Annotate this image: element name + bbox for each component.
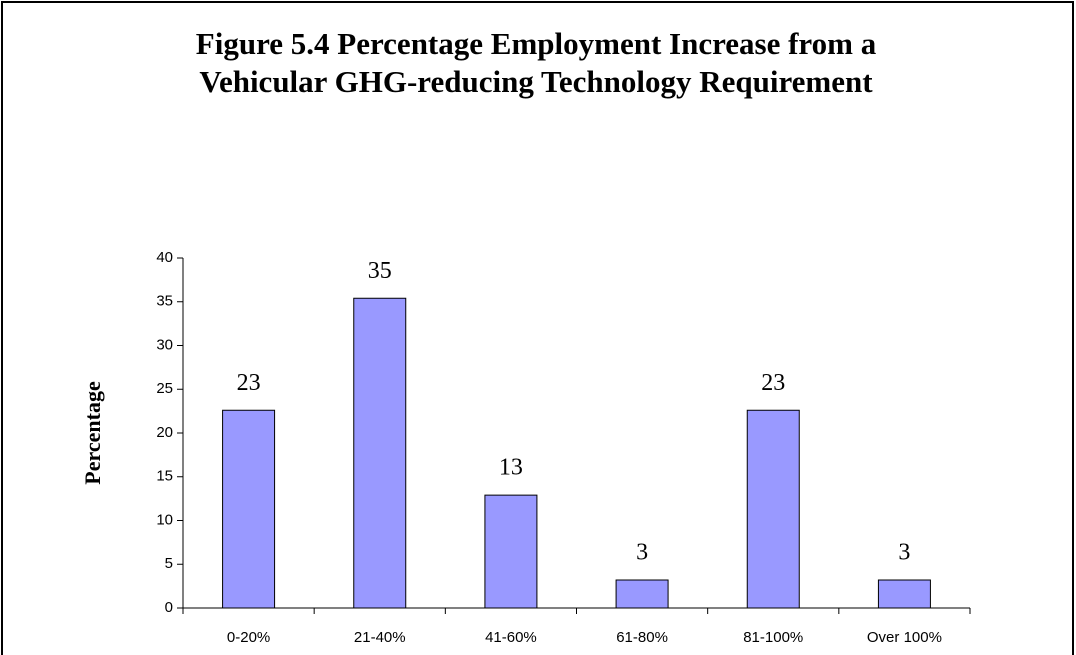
x-tick-label: 61-80% [616, 629, 668, 646]
y-tick-label: 0 [165, 599, 173, 616]
x-tick-label: 41-60% [485, 629, 537, 646]
chart-title: Vehicular GHG-reducing Technology Requir… [199, 64, 873, 99]
bar [222, 409, 276, 609]
bar [877, 579, 931, 609]
data-label: 23 [237, 370, 261, 396]
data-label: 3 [898, 540, 910, 566]
chart-title: Figure 5.4 Percentage Employment Increas… [196, 26, 877, 61]
y-axis-label: Percentage [80, 381, 105, 485]
y-tick-label: 35 [156, 293, 173, 310]
bar [746, 409, 800, 609]
y-tick-label: 10 [156, 511, 173, 528]
y-tick-label: 40 [156, 249, 173, 266]
y-tick-label: 15 [156, 468, 173, 485]
y-tick-label: 20 [156, 424, 173, 441]
x-tick-label: 81-100% [743, 629, 803, 646]
data-label: 13 [499, 455, 523, 481]
data-label: 3 [636, 540, 648, 566]
bar [615, 579, 669, 609]
data-label: 23 [761, 370, 785, 396]
y-tick-label: 25 [156, 380, 173, 397]
bar [484, 494, 538, 609]
data-label: 35 [368, 258, 392, 284]
bar [353, 297, 407, 609]
y-tick-label: 30 [156, 336, 173, 353]
x-tick-label: 0-20% [227, 629, 270, 646]
x-tick-label: Over 100% [867, 629, 942, 646]
x-tick-label: 21-40% [354, 629, 406, 646]
y-tick-label: 5 [165, 555, 173, 572]
